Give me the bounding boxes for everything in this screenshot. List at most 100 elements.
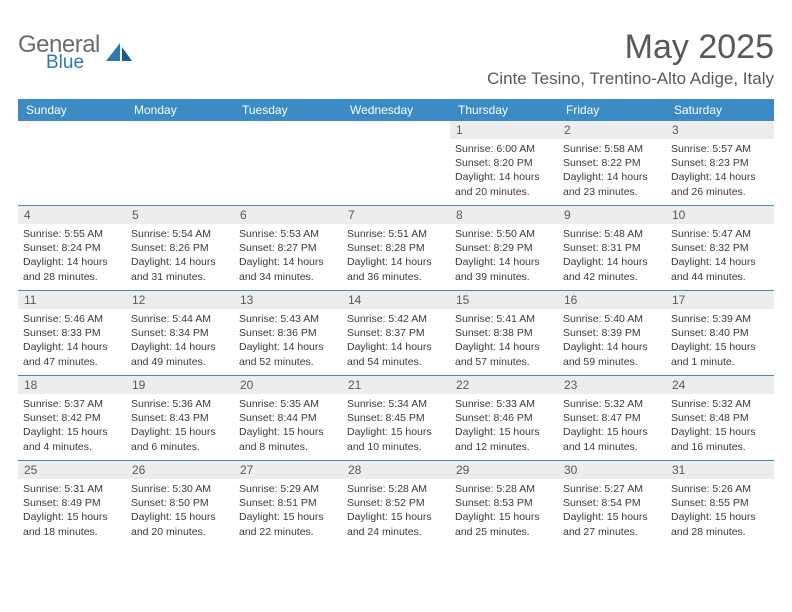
week-row: 25Sunrise: 5:31 AMSunset: 8:49 PMDayligh… bbox=[18, 460, 774, 545]
weekday-header: Sunday bbox=[18, 99, 126, 121]
day-cell: 31Sunrise: 5:26 AMSunset: 8:55 PMDayligh… bbox=[666, 461, 774, 545]
day-cell: 2Sunrise: 5:58 AMSunset: 8:22 PMDaylight… bbox=[558, 121, 666, 205]
day-number: 6 bbox=[234, 206, 342, 224]
day-details: Sunrise: 5:53 AMSunset: 8:27 PMDaylight:… bbox=[234, 224, 342, 289]
day-cell: 7Sunrise: 5:51 AMSunset: 8:28 PMDaylight… bbox=[342, 206, 450, 290]
day-details: Sunrise: 5:32 AMSunset: 8:47 PMDaylight:… bbox=[558, 394, 666, 459]
day-cell: 21Sunrise: 5:34 AMSunset: 8:45 PMDayligh… bbox=[342, 376, 450, 460]
day-number: 28 bbox=[342, 461, 450, 479]
calendar-grid: SundayMondayTuesdayWednesdayThursdayFrid… bbox=[18, 99, 774, 545]
calendar-page: General Blue May 2025 Cinte Tesino, Tren… bbox=[0, 0, 792, 612]
day-details: Sunrise: 5:46 AMSunset: 8:33 PMDaylight:… bbox=[18, 309, 126, 374]
day-details: Sunrise: 5:33 AMSunset: 8:46 PMDaylight:… bbox=[450, 394, 558, 459]
day-number: 7 bbox=[342, 206, 450, 224]
day-cell: 5Sunrise: 5:54 AMSunset: 8:26 PMDaylight… bbox=[126, 206, 234, 290]
day-number: 31 bbox=[666, 461, 774, 479]
day-number: 14 bbox=[342, 291, 450, 309]
day-details: Sunrise: 5:27 AMSunset: 8:54 PMDaylight:… bbox=[558, 479, 666, 544]
weekday-header-row: SundayMondayTuesdayWednesdayThursdayFrid… bbox=[18, 99, 774, 121]
day-cell: 11Sunrise: 5:46 AMSunset: 8:33 PMDayligh… bbox=[18, 291, 126, 375]
day-cell: 30Sunrise: 5:27 AMSunset: 8:54 PMDayligh… bbox=[558, 461, 666, 545]
day-details: Sunrise: 5:41 AMSunset: 8:38 PMDaylight:… bbox=[450, 309, 558, 374]
day-cell: 10Sunrise: 5:47 AMSunset: 8:32 PMDayligh… bbox=[666, 206, 774, 290]
day-cell: 16Sunrise: 5:40 AMSunset: 8:39 PMDayligh… bbox=[558, 291, 666, 375]
brand-logo: General Blue bbox=[18, 34, 134, 71]
day-number: 1 bbox=[450, 121, 558, 139]
day-number: 23 bbox=[558, 376, 666, 394]
header-row: General Blue May 2025 Cinte Tesino, Tren… bbox=[18, 20, 774, 89]
day-number: 25 bbox=[18, 461, 126, 479]
day-number: 20 bbox=[234, 376, 342, 394]
day-number: 18 bbox=[18, 376, 126, 394]
day-details: Sunrise: 5:47 AMSunset: 8:32 PMDaylight:… bbox=[666, 224, 774, 289]
brand-line-2: Blue bbox=[46, 54, 100, 71]
day-details: Sunrise: 5:31 AMSunset: 8:49 PMDaylight:… bbox=[18, 479, 126, 544]
day-cell: 19Sunrise: 5:36 AMSunset: 8:43 PMDayligh… bbox=[126, 376, 234, 460]
day-number: 22 bbox=[450, 376, 558, 394]
day-number: 2 bbox=[558, 121, 666, 139]
day-details: Sunrise: 5:40 AMSunset: 8:39 PMDaylight:… bbox=[558, 309, 666, 374]
day-details: Sunrise: 5:58 AMSunset: 8:22 PMDaylight:… bbox=[558, 139, 666, 204]
day-details: Sunrise: 5:32 AMSunset: 8:48 PMDaylight:… bbox=[666, 394, 774, 459]
week-row: 4Sunrise: 5:55 AMSunset: 8:24 PMDaylight… bbox=[18, 205, 774, 290]
day-details: Sunrise: 5:39 AMSunset: 8:40 PMDaylight:… bbox=[666, 309, 774, 374]
day-number: 30 bbox=[558, 461, 666, 479]
day-cell: 8Sunrise: 5:50 AMSunset: 8:29 PMDaylight… bbox=[450, 206, 558, 290]
day-details: Sunrise: 6:00 AMSunset: 8:20 PMDaylight:… bbox=[450, 139, 558, 204]
day-number: 9 bbox=[558, 206, 666, 224]
day-cell: 14Sunrise: 5:42 AMSunset: 8:37 PMDayligh… bbox=[342, 291, 450, 375]
day-cell: 3Sunrise: 5:57 AMSunset: 8:23 PMDaylight… bbox=[666, 121, 774, 205]
day-details: Sunrise: 5:34 AMSunset: 8:45 PMDaylight:… bbox=[342, 394, 450, 459]
day-number: 13 bbox=[234, 291, 342, 309]
weekday-header: Monday bbox=[126, 99, 234, 121]
day-cell: . bbox=[342, 121, 450, 205]
day-cell: 4Sunrise: 5:55 AMSunset: 8:24 PMDaylight… bbox=[18, 206, 126, 290]
weekday-header: Wednesday bbox=[342, 99, 450, 121]
weekday-header: Thursday bbox=[450, 99, 558, 121]
day-cell: 12Sunrise: 5:44 AMSunset: 8:34 PMDayligh… bbox=[126, 291, 234, 375]
day-details: Sunrise: 5:51 AMSunset: 8:28 PMDaylight:… bbox=[342, 224, 450, 289]
week-row: 11Sunrise: 5:46 AMSunset: 8:33 PMDayligh… bbox=[18, 290, 774, 375]
day-details: Sunrise: 5:28 AMSunset: 8:52 PMDaylight:… bbox=[342, 479, 450, 544]
day-cell: 20Sunrise: 5:35 AMSunset: 8:44 PMDayligh… bbox=[234, 376, 342, 460]
title-block: May 2025 Cinte Tesino, Trentino-Alto Adi… bbox=[487, 20, 774, 89]
day-number: 16 bbox=[558, 291, 666, 309]
day-number: 21 bbox=[342, 376, 450, 394]
day-details: Sunrise: 5:28 AMSunset: 8:53 PMDaylight:… bbox=[450, 479, 558, 544]
day-number: 26 bbox=[126, 461, 234, 479]
day-details: Sunrise: 5:37 AMSunset: 8:42 PMDaylight:… bbox=[18, 394, 126, 459]
day-number: 5 bbox=[126, 206, 234, 224]
day-cell: 17Sunrise: 5:39 AMSunset: 8:40 PMDayligh… bbox=[666, 291, 774, 375]
weekday-header: Tuesday bbox=[234, 99, 342, 121]
day-number: 29 bbox=[450, 461, 558, 479]
day-details: Sunrise: 5:36 AMSunset: 8:43 PMDaylight:… bbox=[126, 394, 234, 459]
day-number: 3 bbox=[666, 121, 774, 139]
day-cell: . bbox=[126, 121, 234, 205]
day-cell: 27Sunrise: 5:29 AMSunset: 8:51 PMDayligh… bbox=[234, 461, 342, 545]
day-cell: 9Sunrise: 5:48 AMSunset: 8:31 PMDaylight… bbox=[558, 206, 666, 290]
day-number: 10 bbox=[666, 206, 774, 224]
day-number: 8 bbox=[450, 206, 558, 224]
day-cell: 13Sunrise: 5:43 AMSunset: 8:36 PMDayligh… bbox=[234, 291, 342, 375]
day-details: Sunrise: 5:55 AMSunset: 8:24 PMDaylight:… bbox=[18, 224, 126, 289]
day-details: Sunrise: 5:57 AMSunset: 8:23 PMDaylight:… bbox=[666, 139, 774, 204]
day-details: Sunrise: 5:48 AMSunset: 8:31 PMDaylight:… bbox=[558, 224, 666, 289]
day-details: Sunrise: 5:30 AMSunset: 8:50 PMDaylight:… bbox=[126, 479, 234, 544]
day-cell: 18Sunrise: 5:37 AMSunset: 8:42 PMDayligh… bbox=[18, 376, 126, 460]
day-cell: . bbox=[18, 121, 126, 205]
day-number: 15 bbox=[450, 291, 558, 309]
day-details: Sunrise: 5:44 AMSunset: 8:34 PMDaylight:… bbox=[126, 309, 234, 374]
day-details: Sunrise: 5:29 AMSunset: 8:51 PMDaylight:… bbox=[234, 479, 342, 544]
day-cell: 15Sunrise: 5:41 AMSunset: 8:38 PMDayligh… bbox=[450, 291, 558, 375]
day-number: 4 bbox=[18, 206, 126, 224]
week-row: ....1Sunrise: 6:00 AMSunset: 8:20 PMDayl… bbox=[18, 121, 774, 205]
weekday-header: Friday bbox=[558, 99, 666, 121]
day-number: 17 bbox=[666, 291, 774, 309]
day-details: Sunrise: 5:54 AMSunset: 8:26 PMDaylight:… bbox=[126, 224, 234, 289]
day-cell: 6Sunrise: 5:53 AMSunset: 8:27 PMDaylight… bbox=[234, 206, 342, 290]
day-cell: 26Sunrise: 5:30 AMSunset: 8:50 PMDayligh… bbox=[126, 461, 234, 545]
day-cell: 1Sunrise: 6:00 AMSunset: 8:20 PMDaylight… bbox=[450, 121, 558, 205]
day-details: Sunrise: 5:26 AMSunset: 8:55 PMDaylight:… bbox=[666, 479, 774, 544]
weeks-container: ....1Sunrise: 6:00 AMSunset: 8:20 PMDayl… bbox=[18, 121, 774, 545]
month-title: May 2025 bbox=[487, 28, 774, 67]
